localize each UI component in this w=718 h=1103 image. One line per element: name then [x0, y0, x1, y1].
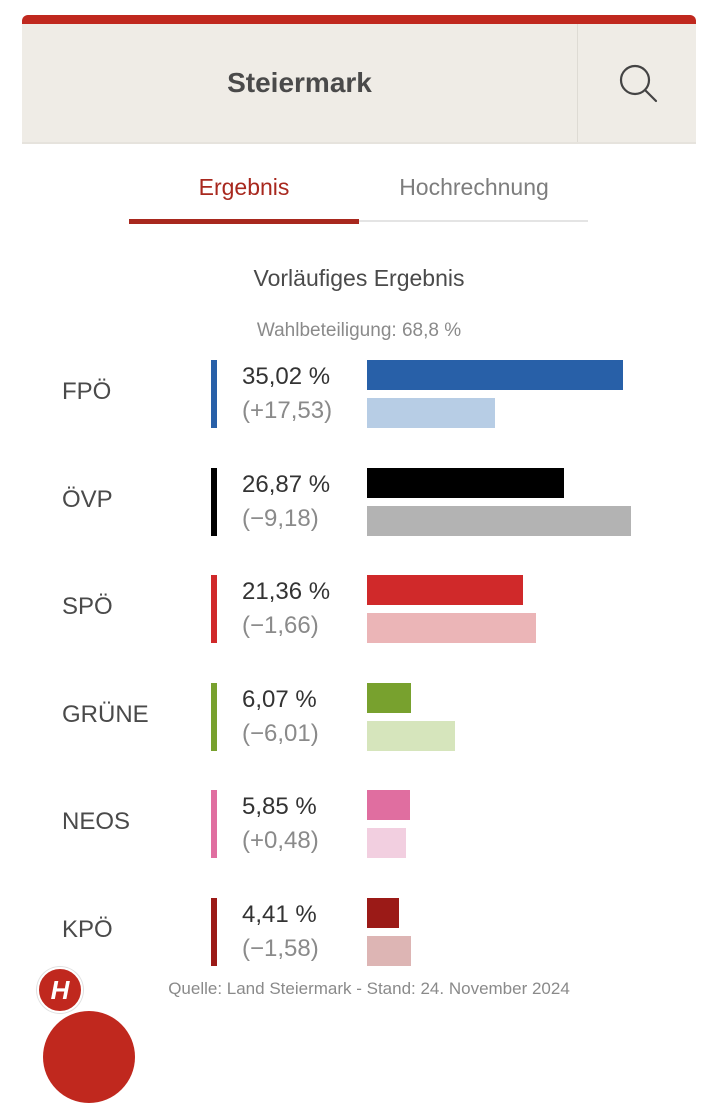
- chart-title: Vorläufiges Ergebnis: [253, 265, 465, 291]
- party-color-stripe: [211, 467, 217, 536]
- vote-change-label: (+0,48): [242, 827, 319, 854]
- search-icon: [619, 64, 658, 103]
- previous-vote-share-bar: [367, 613, 536, 643]
- previous-vote-share-bar: [367, 398, 495, 428]
- header-bar: Steiermark: [22, 24, 696, 142]
- vote-share-bar: [367, 682, 411, 713]
- voter-turnout: Wahlbeteiligung: 68,8 %: [256, 320, 462, 341]
- vote-share-bar: [367, 467, 564, 498]
- previous-vote-share-bar: [367, 828, 406, 858]
- brand-logo: H: [37, 967, 83, 1013]
- vote-change-label: (+17,53): [242, 397, 333, 424]
- vote-percent-label: 4,41 %: [242, 900, 317, 928]
- party-name: KPÖ: [62, 915, 113, 943]
- vote-change-label: (−1,58): [242, 934, 319, 962]
- previous-vote-share-bar: [367, 935, 411, 966]
- party-name: NEOS: [62, 808, 131, 835]
- party-name: SPÖ: [62, 593, 113, 620]
- vote-percent-label: 5,85 %: [242, 793, 317, 820]
- header-divider-line: [22, 142, 696, 144]
- vote-change-label: (−1,66): [242, 612, 319, 639]
- search-button[interactable]: [578, 24, 696, 142]
- results-chart: FPÖ 35,02 % (+17,53) ÖVP 26,87 % (−9,18) SPÖ 21…: [62, 360, 631, 966]
- vote-percent-label: 26,87 %: [242, 470, 331, 498]
- brand-accent-line: [22, 15, 696, 24]
- party-color-stripe: [211, 360, 217, 428]
- vote-share-bar: [367, 897, 399, 928]
- vote-percent-label: 35,02 %: [242, 363, 331, 390]
- party-color-stripe: [211, 897, 217, 966]
- vote-share-bar: [367, 790, 410, 820]
- vote-change-label: (−6,01): [242, 719, 319, 747]
- floating-action-button[interactable]: [43, 1011, 135, 1103]
- vote-share-bar: [367, 575, 523, 605]
- previous-vote-share-bar: [367, 720, 455, 751]
- logo-letter: H: [50, 975, 70, 1005]
- party-color-stripe: [211, 682, 217, 751]
- previous-vote-share-bar: [367, 505, 631, 536]
- vote-percent-label: 21,36 %: [242, 578, 331, 605]
- party-name: GRÜNE: [62, 700, 149, 728]
- party-name: ÖVP: [62, 485, 113, 513]
- party-name: FPÖ: [62, 378, 112, 405]
- page-title: Steiermark: [227, 67, 372, 98]
- party-color-stripe: [211, 575, 217, 643]
- tab-hochrechnung[interactable]: Hochrechnung: [399, 174, 549, 200]
- source-note: Quelle: Land Steiermark - Stand: 24. Nov…: [168, 979, 570, 998]
- vote-share-bar: [367, 360, 623, 390]
- vote-percent-label: 6,07 %: [242, 685, 317, 713]
- vote-change-label: (−9,18): [242, 504, 319, 532]
- tab-ergebnis[interactable]: Ergebnis: [198, 174, 290, 200]
- tab-active-indicator: [129, 219, 359, 224]
- header-divider: [577, 24, 578, 142]
- party-color-stripe: [211, 790, 217, 858]
